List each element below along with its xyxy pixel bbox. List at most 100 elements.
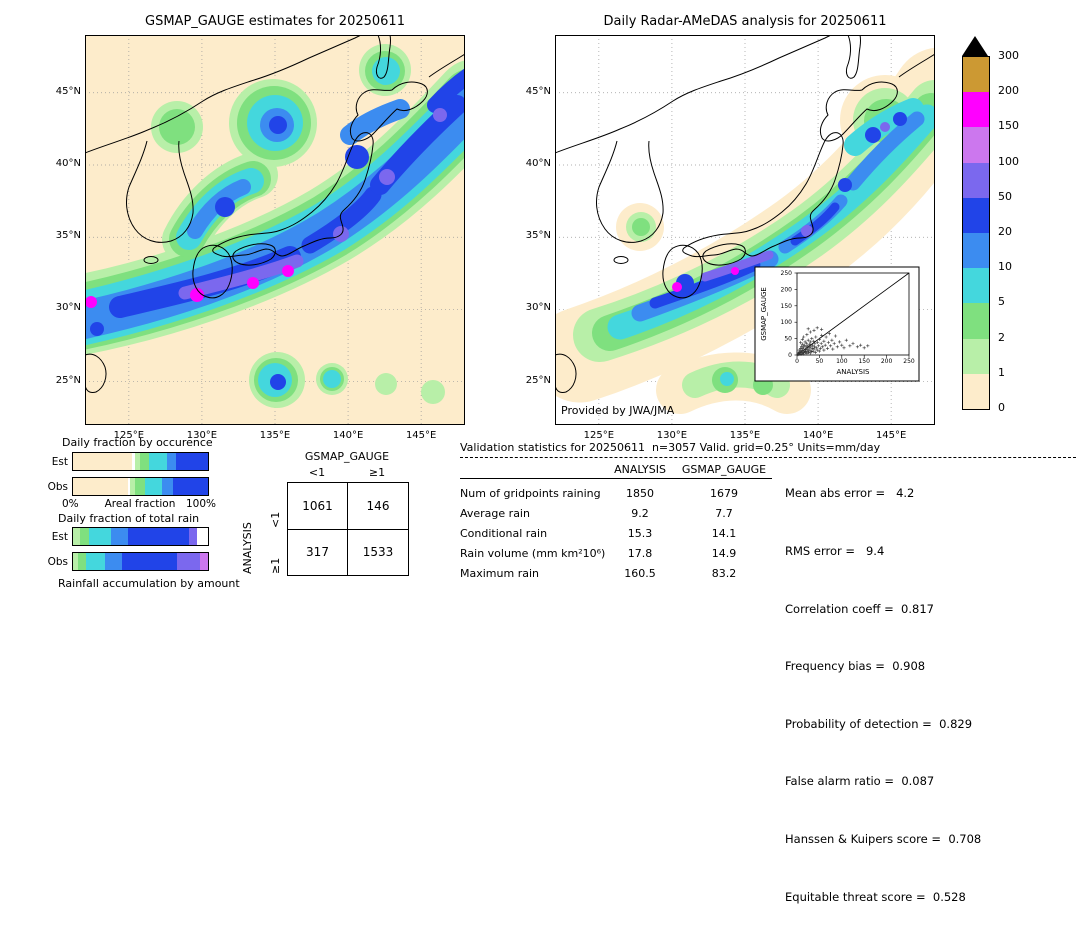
table-row: Rain volume (mm km²10⁶) 17.8 14.9 (460, 547, 772, 561)
analysis-value: 1850 (626, 487, 654, 500)
bar-segment (135, 478, 145, 495)
text-graphic: 250 (903, 358, 915, 365)
bar-segment (140, 453, 149, 470)
bar-segment (78, 553, 87, 570)
circle-graphic (323, 370, 341, 388)
circle-graphic (270, 374, 286, 390)
stat-line: False alarm ratio = 0.087 (785, 774, 935, 789)
circle-graphic (632, 218, 650, 236)
colorbar-tick-label: 200 (998, 84, 1019, 98)
x-tick-label: 125°E (113, 430, 145, 441)
text-graphic: 100 (781, 319, 793, 326)
contingency-table: GSMAP_GAUGE <1 ≥1 ANALYSIS <1 ≥1 1061 14… (241, 450, 417, 580)
bar-segment (197, 528, 208, 545)
gsmap-value: 14.1 (711, 527, 737, 540)
path-graphic (427, 68, 465, 113)
circle-graphic (720, 372, 734, 386)
colorbar-tick-label: 20 (998, 225, 1012, 238)
stat-line: RMS error = 9.4 (785, 544, 885, 559)
bar-segment (105, 553, 122, 570)
text-graphic: 50 (816, 358, 824, 365)
colorbar-cell (963, 162, 989, 198)
dashed-divider (460, 457, 1076, 458)
gsmap-value: 14.9 (711, 547, 737, 560)
y-tick-label: 30°N (525, 302, 551, 314)
row-label-est: Est (51, 530, 68, 543)
x-tick-label: 130°E (186, 430, 218, 441)
bar-segment (135, 453, 141, 470)
contingency-col-title: GSMAP_GAUGE (304, 450, 390, 463)
occurrence-est-row: Est (44, 452, 209, 471)
bar-segment (73, 453, 133, 470)
x-tick-label: 145°E (875, 430, 907, 441)
stat-line: Hanssen & Kuipers score = 0.708 (785, 832, 982, 847)
stat-line: Mean abs error = 4.2 (785, 486, 915, 501)
analysis-value: 15.3 (627, 527, 653, 540)
colorbar-cell (963, 92, 989, 128)
bar-segment (199, 553, 208, 570)
contingency-grid: 1061 146 317 1533 (287, 482, 409, 576)
row-label-obs: Obs (47, 480, 68, 493)
bar-segment (162, 478, 173, 495)
text-graphic: 150 (858, 358, 870, 365)
total-rain-title: Daily fraction of total rain (58, 512, 200, 525)
contingency-cell: 1061 (288, 483, 348, 530)
text-graphic: 200 (781, 286, 793, 293)
bar-segment (128, 528, 190, 545)
text-graphic: 150 (781, 303, 793, 310)
bar-segment (73, 478, 129, 495)
analysis-value: 17.8 (627, 547, 653, 560)
y-tick-label: 35°N (525, 230, 551, 242)
gsmap-value: 83.2 (711, 567, 737, 580)
bar-segment (189, 528, 198, 545)
table-row: Maximum rain 160.5 83.2 (460, 567, 772, 581)
skill-scores: Mean abs error = 4.2 RMS error = 9.4 Cor… (785, 446, 981, 945)
bar-segment (73, 553, 79, 570)
header-underline (460, 478, 772, 479)
colorbar-cell (963, 57, 989, 93)
colorbar-tick-label: 50 (998, 189, 1012, 203)
axis-label-0pct: 0% (62, 498, 79, 510)
path-graphic (845, 111, 925, 191)
map-border (555, 35, 935, 425)
colorbar-cell (963, 268, 989, 304)
circle-graphic (379, 169, 395, 185)
row-label-ge1: ≥1 (269, 557, 282, 574)
gsmap-value: 1679 (710, 487, 738, 500)
circle-graphic (893, 112, 907, 126)
left-map-title: GSMAP_GAUGE estimates for 20250611 (145, 14, 405, 29)
gsmap-map-panel: GSMAP_GAUGE estimates for 20250611 (56, 14, 465, 441)
bar-segment (121, 553, 177, 570)
row-label-lt1: <1 (269, 511, 282, 528)
colorbar-tick-label: 1 (998, 365, 1005, 379)
bar-segment (148, 453, 168, 470)
contingency-cell: 1533 (362, 545, 394, 560)
colorbar-overflow-triangle (962, 36, 988, 56)
bar-segment (128, 478, 130, 495)
occurrence-obs-bar (72, 477, 209, 496)
y-tick-label: 35°N (55, 230, 81, 242)
figure-root: GSMAP_GAUGE estimates for 20250611 (44, 14, 1076, 904)
analysis-value: 9.2 (631, 507, 649, 520)
bar-segment (167, 453, 176, 470)
bar-segment (79, 528, 90, 545)
radar-precipitation-map: ANALYSIS GSMAP_GAUGE 00 50 50 100 100 150 150 2… (555, 35, 935, 425)
validation-table: Validation statistics for 20250611 n=305… (460, 441, 1076, 580)
y-tick-label: 45°N (525, 85, 551, 97)
bar-segment (144, 478, 163, 495)
total-rain-obs-row: Obs (44, 552, 209, 571)
y-tick-label: 40°N (55, 158, 81, 169)
bar-segment (86, 553, 106, 570)
stat-line: Correlation coeff = 0.817 (785, 601, 934, 616)
row-label: Conditional rain (460, 527, 548, 540)
right-map-title: Daily Radar-AMeDAS analysis for 20250611 (603, 14, 887, 29)
colorbar-cell (963, 197, 989, 233)
y-tick-label: 25°N (525, 374, 551, 386)
bar-segment (132, 453, 136, 470)
gsmap-value: 7.7 (715, 507, 733, 520)
bar-segment (110, 528, 129, 545)
total-rain-est-bar (72, 527, 209, 546)
circle-graphic (880, 122, 890, 132)
colorbar-cell (963, 127, 989, 163)
circle-graphic (269, 116, 287, 134)
